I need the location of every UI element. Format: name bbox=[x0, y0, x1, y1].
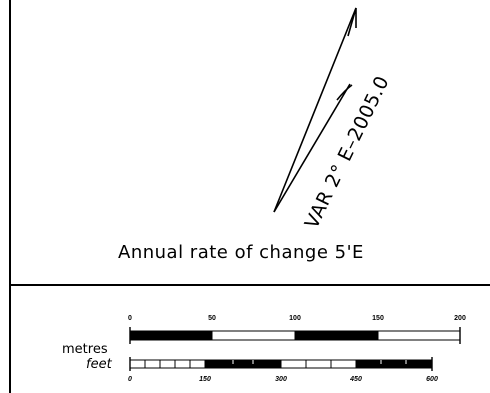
metres-segment-filled bbox=[294, 330, 379, 341]
feet-tick-labels: 0 150 300 450 600 bbox=[128, 376, 438, 383]
declination-diagram: VAR 2° E–2005.0 bbox=[273, 7, 394, 232]
metres-segment-open bbox=[211, 330, 296, 341]
feet-segment-filled bbox=[355, 359, 433, 369]
annual-change-label: Annual rate of change 5'E bbox=[118, 242, 364, 263]
metres-tick-label: 50 bbox=[208, 315, 216, 322]
feet-tick-label: 300 bbox=[275, 376, 287, 383]
metres-tick-label: 200 bbox=[454, 315, 466, 322]
metres-tick-label: 0 bbox=[128, 315, 132, 322]
metres-unit-label: metres bbox=[62, 342, 108, 357]
metres-tick-label: 150 bbox=[372, 315, 384, 322]
true-north-arrow-line bbox=[273, 7, 357, 213]
magnetic-north-line bbox=[273, 83, 351, 213]
north-arrow-head-icon bbox=[347, 7, 357, 37]
metres-segment-open bbox=[377, 330, 461, 341]
metres-scale-bar: 0 50 100 150 200 bbox=[128, 315, 466, 344]
feet-tick-label: 600 bbox=[426, 376, 438, 383]
metres-tick-labels: 0 50 100 150 200 bbox=[128, 315, 466, 322]
feet-unit-label: feet bbox=[86, 357, 113, 372]
magnetic-north-half-arrow-icon bbox=[336, 84, 353, 101]
feet-tick-label: 150 bbox=[199, 376, 211, 383]
feet-tick-label: 450 bbox=[349, 376, 362, 383]
feet-segment-subdivided bbox=[129, 359, 206, 369]
magnetic-variation-label: VAR 2° E–2005.0 bbox=[301, 72, 394, 232]
feet-scale-bar: 0 150 300 450 600 bbox=[128, 357, 438, 383]
feet-tick-label: 0 bbox=[128, 376, 132, 383]
metres-segment-filled bbox=[129, 330, 213, 341]
metres-tick-label: 100 bbox=[289, 315, 301, 322]
feet-segment-open bbox=[280, 359, 357, 369]
feet-segment-filled bbox=[204, 359, 282, 369]
